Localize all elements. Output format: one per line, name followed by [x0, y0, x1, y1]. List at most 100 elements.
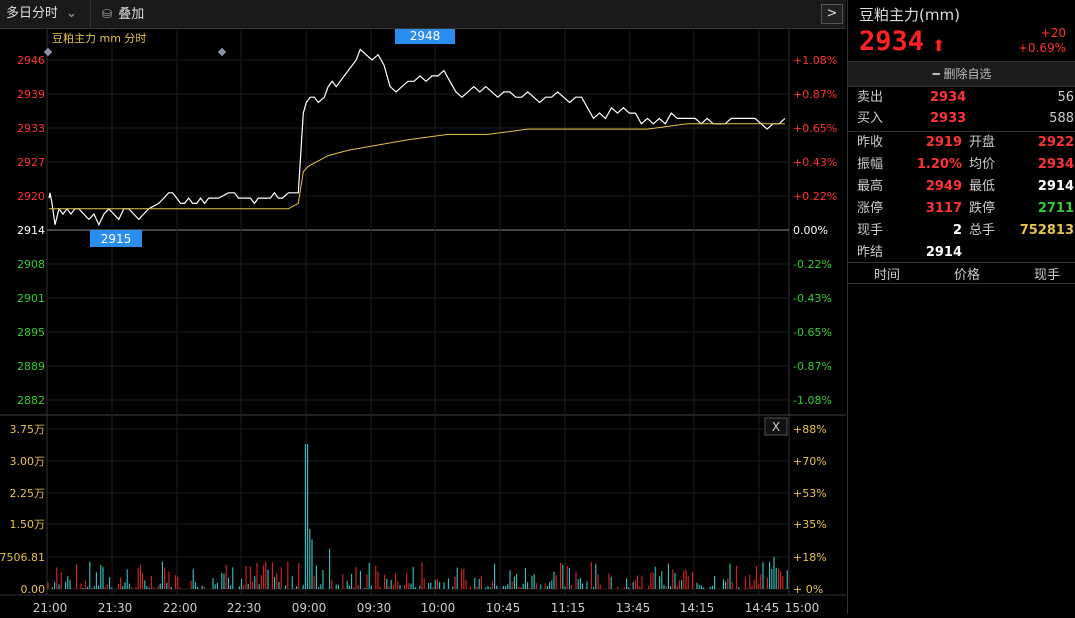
- period-dropdown[interactable]: 多日分时 ⌄: [6, 0, 77, 28]
- stat-row: 现手 2 总手 752813: [848, 220, 1075, 242]
- change-percent: +0.69%: [1017, 41, 1066, 55]
- percent-tick-label: +0.43%: [793, 156, 837, 169]
- chart-legend: 豆粕主力 mm 分时: [52, 31, 146, 45]
- volume-tick-label: 3.75万: [10, 423, 46, 436]
- price-tick-label: 2882: [17, 394, 45, 407]
- time-tick-label: 10:00: [421, 601, 456, 614]
- stat-value: 2934: [1037, 157, 1074, 172]
- percent-tick-label: -1.08%: [793, 394, 832, 407]
- stat-label: 最高: [857, 179, 884, 194]
- stat-label: 总手: [969, 223, 996, 238]
- stat-row: 振幅 1.20% 均价 2934: [848, 154, 1075, 176]
- price-tick-label: 2939: [17, 88, 45, 101]
- low-callout-text: 2915: [101, 232, 132, 246]
- sell-label: 卖出: [857, 90, 884, 105]
- stat-value: 2914: [1037, 179, 1074, 194]
- price-axis-right: +1.08% +0.87% +0.65% +0.43% +0.22% 0.00% -0.22…: [793, 54, 837, 407]
- close-icon: X: [772, 420, 780, 434]
- price-change: +20 +0.69%: [1018, 26, 1066, 56]
- time-tick-label: 11:15: [551, 601, 586, 614]
- volume-percent-label: +53%: [793, 487, 827, 500]
- stat-value: 2: [952, 223, 962, 238]
- col-header-time: 时间: [874, 268, 901, 283]
- stat-value: 2919: [925, 135, 962, 150]
- volume-percent-label: + 0%: [793, 583, 823, 596]
- stat-label: 昨结: [857, 245, 884, 260]
- stat-value: 1.20%: [916, 157, 962, 172]
- time-tick-label: 21:30: [98, 601, 133, 614]
- percent-tick-label: +0.87%: [793, 88, 837, 101]
- minus-icon: ━: [932, 67, 940, 81]
- price-tick-label: 2914: [17, 224, 45, 237]
- delete-watchlist-button[interactable]: ━ 删除自选: [848, 61, 1075, 87]
- close-volume-button[interactable]: X: [764, 417, 788, 436]
- volume-percent-label: +88%: [793, 423, 827, 436]
- toolbar-divider: [90, 0, 91, 28]
- volume-axis-right: +88% +70% +53% +35% +18% + 0%: [793, 423, 827, 596]
- percent-tick-label: 0.00%: [793, 224, 828, 237]
- price-tick-label: 2908: [17, 258, 45, 271]
- chart-svg: 2946 2939 2933 2927 2920 2914 2908 2901 2895 2889…: [0, 26, 846, 615]
- chart-grid: [0, 29, 846, 596]
- volume-percent-label: +70%: [793, 455, 827, 468]
- overlay-button[interactable]: ⛁ 叠加: [102, 0, 144, 28]
- volume-axis-left: 3.75万 3.00万 2.25万 1.50万 7506.81 0.00: [0, 423, 45, 596]
- buy-row: 买入 2933 588: [848, 108, 1075, 130]
- time-tick-label: 09:00: [292, 601, 327, 614]
- price-line: [48, 48, 786, 227]
- stat-row: 昨结 2914: [848, 242, 1075, 264]
- last-price: 2934: [859, 26, 925, 57]
- buy-qty: 588: [1049, 111, 1074, 126]
- time-tick-label: 22:30: [227, 601, 262, 614]
- stat-label: 昨收: [857, 135, 884, 150]
- stat-label: 跌停: [969, 201, 996, 216]
- percent-tick-label: -0.87%: [793, 360, 832, 373]
- time-tick-label: 10:45: [486, 601, 521, 614]
- time-tick-label: 15:00: [785, 601, 820, 614]
- sell-price: 2934: [930, 90, 967, 105]
- average-price-line: [49, 123, 785, 210]
- price-tick-label: 2920: [17, 190, 45, 203]
- divider: [848, 131, 1075, 132]
- stat-value: 3117: [925, 201, 962, 216]
- chevron-right-icon: >: [826, 6, 838, 21]
- stat-label: 涨停: [857, 201, 884, 216]
- price-tick-label: 2933: [17, 122, 45, 135]
- intraday-chart[interactable]: 2946 2939 2933 2927 2920 2914 2908 2901 2895 2889…: [0, 26, 846, 615]
- stat-value: 2711: [1037, 201, 1074, 216]
- volume-percent-label: +18%: [793, 551, 827, 564]
- high-callout-text: 2948: [410, 29, 441, 43]
- price-tick-label: 2946: [17, 54, 45, 67]
- buy-label: 买入: [857, 111, 884, 126]
- col-header-price: 价格: [954, 268, 981, 283]
- high-callout: 2948: [395, 26, 455, 44]
- percent-tick-label: -0.43%: [793, 292, 832, 305]
- percent-tick-label: +1.08%: [793, 54, 837, 67]
- stat-label: 现手: [857, 223, 884, 238]
- percent-tick-label: -0.65%: [793, 326, 832, 339]
- low-callout: 2915: [90, 230, 142, 247]
- stat-value: 2922: [1037, 135, 1074, 150]
- quote-panel: 豆粕主力(mm) 2934 ⬆ +20 +0.69% ━ 删除自选 卖出 293…: [847, 0, 1075, 614]
- time-tick-label: 13:45: [616, 601, 651, 614]
- period-label: 多日分时: [6, 6, 59, 21]
- price-tick-label: 2927: [17, 156, 45, 169]
- price-tick-label: 2901: [17, 292, 45, 305]
- database-icon: ⛁: [102, 7, 113, 21]
- marker-diamond: [43, 47, 53, 57]
- stat-value: 2949: [925, 179, 962, 194]
- divider: [848, 283, 1075, 284]
- price-lines: [48, 48, 786, 227]
- time-tick-label: 14:15: [680, 601, 715, 614]
- volume-tick-label: 7506.81: [0, 551, 45, 564]
- chart-toolbar: 多日分时 ⌄ ⛁ 叠加 >: [0, 0, 846, 29]
- next-button[interactable]: >: [821, 4, 843, 24]
- divider: [848, 262, 1075, 263]
- chevron-down-icon: ⌄: [66, 6, 78, 21]
- col-header-volume: 现手: [1034, 268, 1061, 283]
- time-tick-label: 22:00: [163, 601, 198, 614]
- stat-label: 均价: [969, 157, 996, 172]
- percent-tick-label: -0.22%: [793, 258, 832, 271]
- volume-bars: [47, 444, 788, 589]
- stat-value: 752813: [1019, 223, 1074, 238]
